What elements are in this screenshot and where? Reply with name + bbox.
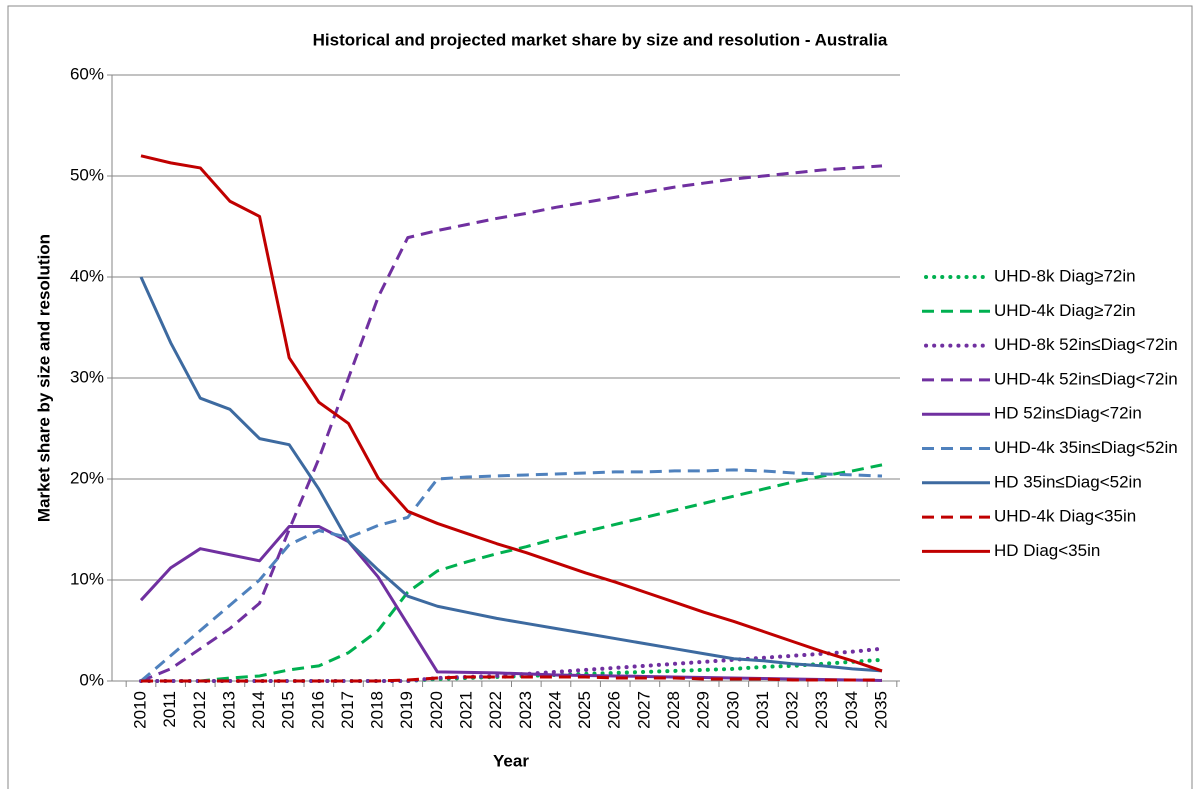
x-tick-label: 2032 [783, 691, 802, 729]
y-tick-label: 10% [70, 569, 104, 588]
x-tick-label: 2034 [842, 691, 861, 729]
x-tick-label: 2010 [130, 691, 149, 729]
legend-label: HD 52in≤Diag<72in [994, 404, 1142, 423]
series-line [141, 463, 883, 683]
y-tick-label: 50% [70, 165, 104, 184]
y-tick-label: 60% [70, 64, 104, 83]
x-tick-label: 2012 [190, 691, 209, 729]
x-tick-label: 2035 [871, 691, 890, 729]
x-tick-label: 2018 [368, 691, 387, 729]
x-tick-label: 2014 [249, 691, 268, 729]
x-tick-label: 2029 [694, 691, 713, 729]
series-line [141, 675, 882, 683]
legend-label: UHD-8k 52in≤Diag<72in [994, 335, 1178, 354]
chart-title: Historical and projected market share by… [313, 30, 888, 49]
y-axis-title: Market share by size and resolution [34, 234, 53, 522]
x-tick-label: 2024 [545, 691, 564, 729]
y-tick-label: 20% [70, 468, 104, 487]
x-tick-label: 2021 [457, 691, 476, 729]
x-tick-label: 2030 [723, 691, 742, 729]
legend-label: HD Diag<35in [994, 541, 1100, 560]
y-tick-label: 30% [70, 367, 104, 386]
legend-label: UHD-4k Diag≥72in [994, 301, 1136, 320]
x-tick-label: 2026 [605, 691, 624, 729]
x-tick-label: 2033 [812, 691, 831, 729]
x-tick-label: 2031 [753, 691, 772, 729]
series-line [140, 164, 883, 683]
x-tick-label: 2023 [516, 691, 535, 729]
x-tick-label: 2013 [219, 691, 238, 729]
legend-label: HD 35in≤Diag<52in [994, 472, 1142, 491]
legend-label: UHD-8k Diag≥72in [994, 266, 1136, 285]
x-tick-label: 2025 [575, 691, 594, 729]
x-axis-title: Year [493, 751, 529, 770]
x-tick-label: 2020 [427, 691, 446, 729]
x-tick-label: 2011 [160, 691, 179, 728]
x-tick-label: 2019 [397, 691, 416, 729]
y-tick-label: 0% [79, 670, 104, 689]
series-line [140, 154, 883, 673]
x-tick-label: 2027 [634, 691, 653, 729]
series-line [140, 468, 883, 683]
legend-label: UHD-4k 52in≤Diag<72in [994, 369, 1178, 388]
legend-label: UHD-4k 35in≤Diag<52in [994, 438, 1178, 457]
chart-frame [7, 5, 1193, 789]
y-tick-label: 40% [70, 266, 104, 285]
x-tick-label: 2015 [279, 691, 298, 729]
legend-label: UHD-4k Diag<35in [994, 507, 1136, 526]
series-line [139, 276, 883, 673]
x-tick-label: 2016 [308, 691, 327, 729]
x-tick-label: 2022 [486, 691, 505, 729]
x-tick-label: 2017 [338, 691, 357, 729]
x-tick-label: 2028 [664, 691, 683, 729]
